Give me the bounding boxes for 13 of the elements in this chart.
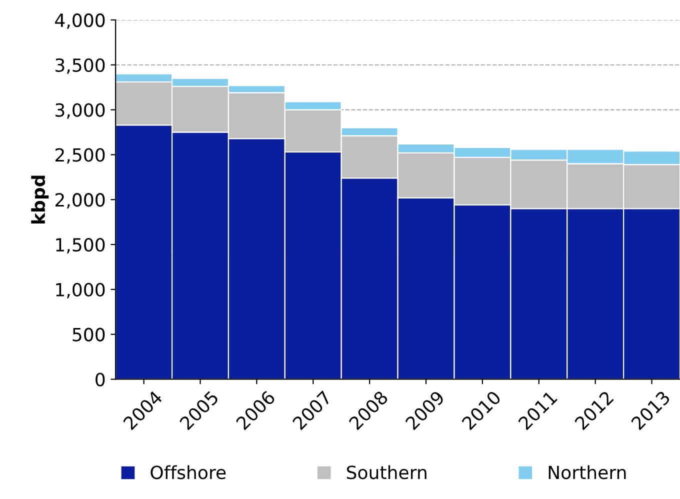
legend-label: Southern [346, 465, 426, 480]
y-tick-label: 500 [72, 328, 105, 342]
y-axis-title: kbpd [31, 176, 49, 224]
y-tick-label: 1,500 [56, 238, 105, 254]
y-tick-label: 3,000 [56, 103, 105, 119]
y-tick-label: 1,000 [56, 282, 105, 298]
legend-label: Offshore [150, 465, 226, 480]
y-tick-label: 3,500 [56, 58, 105, 74]
legend-label: Northern [548, 465, 626, 480]
y-tick-label: 2,500 [56, 148, 105, 164]
y-tick-label: 4,000 [55, 13, 105, 29]
y-tick-label: 0 [96, 372, 105, 386]
y-tick-label: 2,000 [56, 193, 105, 209]
